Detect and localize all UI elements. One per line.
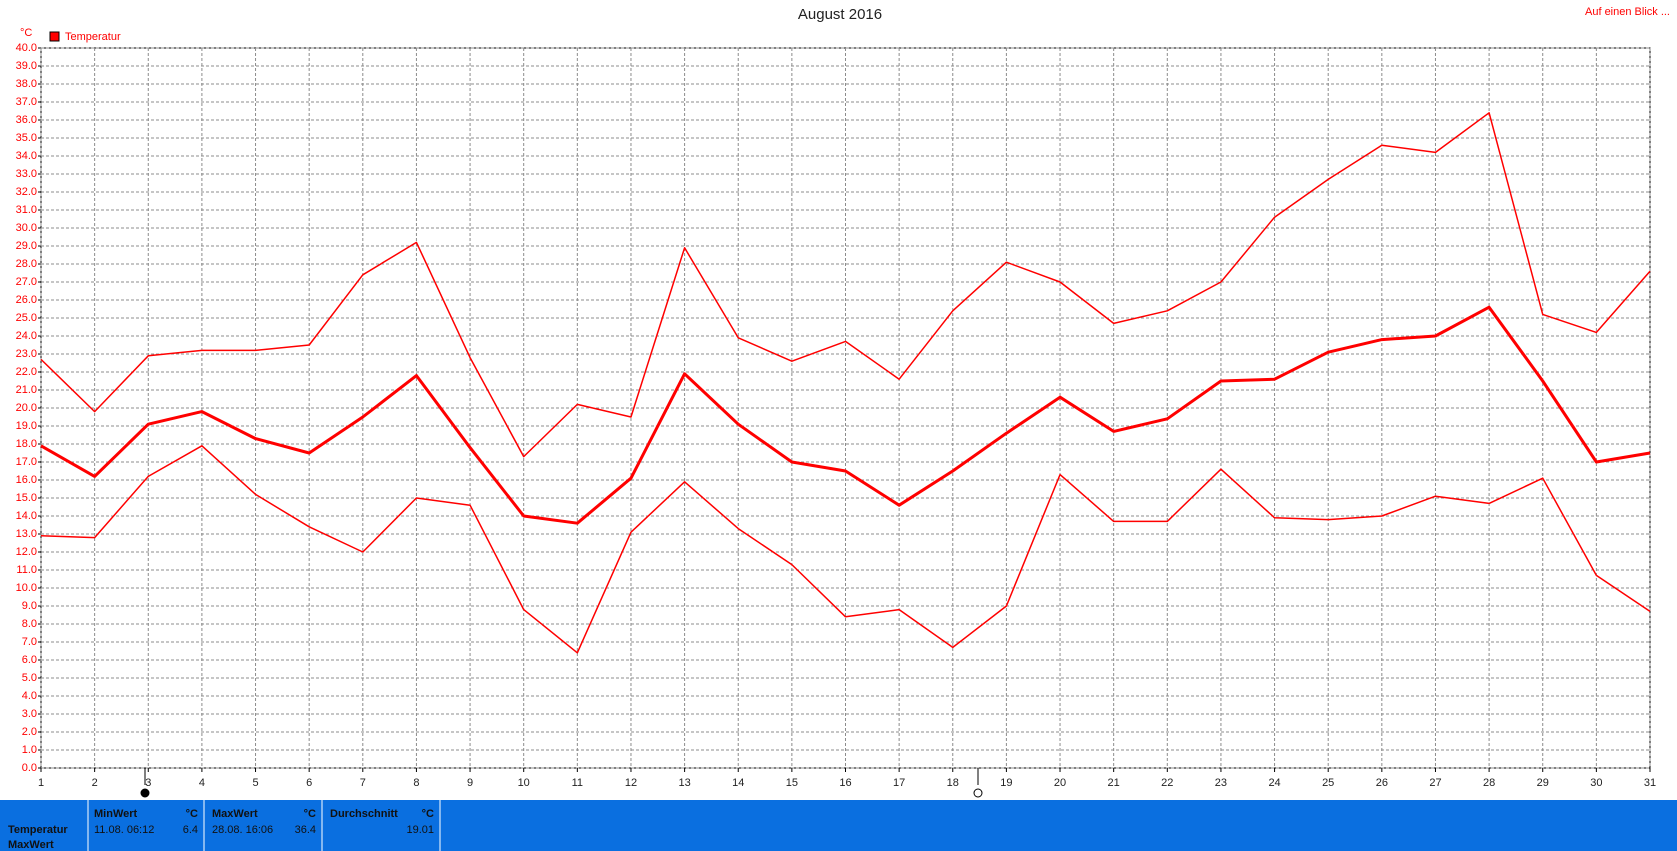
y-tick-label: 18.0	[16, 438, 37, 450]
x-tick-label: 1	[38, 777, 44, 789]
x-tick-label: 13	[678, 777, 690, 789]
y-tick-label: 17.0	[16, 456, 37, 468]
x-tick-label: 19	[1000, 777, 1012, 789]
y-tick-label: 25.0	[16, 312, 37, 324]
link[interactable]: Auf einen Blick ...	[1585, 6, 1670, 18]
y-tick-label: 11.0	[16, 564, 37, 576]
moon-icon	[973, 788, 983, 798]
x-tick-label: 29	[1537, 777, 1549, 789]
y-tick-label: 31.0	[16, 204, 37, 216]
y-tick-label: 8.0	[22, 618, 37, 630]
row-label: Temperatur	[8, 824, 68, 836]
y-unit: °C	[20, 27, 32, 39]
x-tick-label: 14	[732, 777, 744, 789]
y-tick-label: 37.0	[16, 96, 37, 108]
y-tick-label: 23.0	[16, 348, 37, 360]
y-tick-label: 16.0	[16, 474, 37, 486]
y-tick-label: 32.0	[16, 186, 37, 198]
y-tick-label: 40.0	[16, 42, 37, 54]
y-tick-label: 13.0	[16, 528, 37, 540]
y-tick-label: 26.0	[16, 294, 37, 306]
x-tick-label: 8	[413, 777, 419, 789]
table-cell: 28.08. 16:06	[212, 824, 273, 836]
y-tick-label: 22.0	[16, 366, 37, 378]
x-tick-label: 31	[1644, 777, 1656, 789]
series-line	[40, 305, 1651, 525]
y-tick-label: 0.0	[22, 762, 37, 774]
x-tick-label: 28	[1483, 777, 1495, 789]
x-tick-label: 4	[199, 777, 205, 789]
y-tick-label: 39.0	[16, 60, 37, 72]
y-tick-label: 38.0	[16, 78, 37, 90]
table-cell: 11.08. 06:12	[94, 824, 154, 836]
x-tick-label: 5	[252, 777, 258, 789]
y-tick-label: 4.0	[22, 690, 37, 702]
summary-panel	[0, 800, 1677, 851]
y-tick-label: 21.0	[16, 384, 37, 396]
y-tick-label: 10.0	[16, 582, 37, 594]
x-tick-label: 25	[1322, 777, 1334, 789]
y-tick-label: 14.0	[16, 510, 37, 522]
y-tick-label: 27.0	[16, 276, 37, 288]
x-tick-label: 17	[893, 777, 905, 789]
y-tick-label: 7.0	[22, 636, 37, 648]
table-header: °C	[186, 808, 198, 820]
chart-title: August 2016	[798, 6, 882, 23]
y-tick-label: 2.0	[22, 726, 37, 738]
x-tick-label: 27	[1429, 777, 1441, 789]
y-tick-label: 1.0	[22, 744, 37, 756]
x-tick-label: 3	[145, 777, 151, 789]
x-tick-label: 23	[1215, 777, 1227, 789]
table-cell: 19.01	[406, 824, 434, 836]
series-line	[40, 112, 1651, 458]
row-label: MaxWert	[8, 839, 54, 851]
legend-label: Temperatur	[65, 31, 121, 43]
y-tick-label: 29.0	[16, 240, 37, 252]
y-tick-label: 20.0	[16, 402, 37, 414]
x-tick-label: 12	[625, 777, 637, 789]
x-tick-label: 11	[572, 777, 583, 789]
x-tick-label: 7	[360, 777, 366, 789]
x-tick-label: 6	[306, 777, 312, 789]
y-tick-label: 6.0	[22, 654, 37, 666]
x-tick-label: 10	[518, 777, 530, 789]
x-tick-label: 20	[1054, 777, 1066, 789]
y-tick-label: 28.0	[16, 258, 37, 270]
table-header: °C	[304, 808, 316, 820]
series-line	[40, 445, 1651, 654]
x-tick-label: 2	[92, 777, 98, 789]
y-tick-label: 5.0	[22, 672, 37, 684]
table-cell: 36.4	[295, 824, 316, 836]
y-tick-label: 9.0	[22, 600, 37, 612]
y-tick-label: 34.0	[16, 150, 37, 162]
table-header: MinWert	[94, 808, 138, 820]
y-tick-label: 24.0	[16, 330, 37, 342]
y-tick-label: 19.0	[16, 420, 37, 432]
x-tick-label: 18	[947, 777, 959, 789]
x-tick-label: 21	[1108, 777, 1120, 789]
y-tick-label: 36.0	[16, 114, 37, 126]
legend-swatch	[49, 31, 60, 42]
x-tick-label: 26	[1376, 777, 1388, 789]
table-cell: 6.4	[183, 824, 198, 836]
x-tick-label: 22	[1161, 777, 1173, 789]
x-tick-label: 30	[1590, 777, 1602, 789]
y-tick-label: 30.0	[16, 222, 37, 234]
x-tick-label: 9	[467, 777, 473, 789]
moon-icon	[140, 788, 150, 798]
x-tick-label: 15	[786, 777, 798, 789]
x-tick-label: 16	[839, 777, 851, 789]
y-tick-label: 15.0	[16, 492, 37, 504]
y-tick-label: 35.0	[16, 132, 37, 144]
x-tick-label: 24	[1268, 777, 1280, 789]
y-tick-label: 12.0	[16, 546, 37, 558]
table-header: Durchschnitt	[330, 808, 398, 820]
y-tick-label: 3.0	[22, 708, 37, 720]
table-header: °C	[422, 808, 434, 820]
table-header: MaxWert	[212, 808, 258, 820]
y-tick-label: 33.0	[16, 168, 37, 180]
